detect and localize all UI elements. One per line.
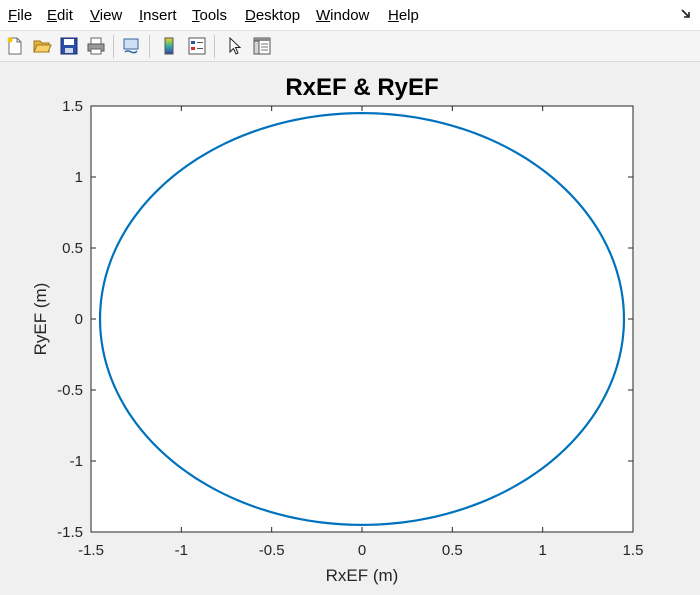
menu-insert[interactable]: Insert [139, 7, 177, 24]
x-tick-label: -1.5 [78, 542, 104, 559]
toolbar [0, 31, 700, 62]
menu-window[interactable]: Window [316, 7, 370, 24]
colorbar-icon[interactable] [158, 35, 180, 57]
x-tick-label: 0 [358, 542, 366, 559]
tick-labels: -1.5 -1 -0.5 0 0.5 1 1.5 -1.5 -1 -0.5 0 0.5 1 1.5 [57, 98, 643, 559]
menu-tools[interactable]: Tools [192, 7, 228, 24]
legend-icon[interactable] [186, 35, 208, 57]
menu-bar: File Edit View Insert Tools Desktop Wind… [0, 0, 700, 31]
menu-help[interactable]: Help [388, 7, 419, 24]
figure-canvas: -1.5 -1 -0.5 0 0.5 1 1.5 -1.5 -1 -0.5 0 0.5 1 1.5 RxE… [0, 62, 700, 590]
toolbar-separator [214, 35, 215, 58]
y-tick-label: -1 [70, 453, 83, 470]
x-tick-label: -0.5 [259, 542, 285, 559]
y-tick-label: 1.5 [62, 98, 83, 115]
axes-box [90, 105, 634, 533]
chart-title: RxEF & RyEF [285, 74, 438, 101]
pointer-icon[interactable] [224, 35, 246, 57]
dock-arrow-icon[interactable] [680, 8, 692, 23]
menu-file[interactable]: File [8, 7, 33, 24]
series-curve [98, 111, 626, 527]
x-tick-label: 1.5 [623, 542, 644, 559]
y-tick-label: -0.5 [57, 382, 83, 399]
y-tick-label: 0 [75, 311, 83, 328]
link-plot-icon[interactable] [120, 35, 142, 57]
save-icon[interactable] [58, 35, 80, 57]
print-icon[interactable] [85, 35, 107, 57]
plot-svg: -1.5 -1 -0.5 0 0.5 1 1.5 -1.5 -1 -0.5 0 0.5 1 1.5 RxE… [31, 74, 643, 585]
x-tick-label: 0.5 [442, 542, 463, 559]
property-inspector-icon[interactable] [251, 35, 273, 57]
axes-background[interactable] [91, 106, 633, 532]
open-file-icon[interactable] [31, 35, 53, 57]
y-tick-label: 1 [75, 169, 83, 186]
x-axis-label: RxEF (m) [326, 566, 399, 585]
menu-desktop[interactable]: Desktop [245, 7, 301, 24]
x-tick-label: 1 [538, 542, 546, 559]
new-figure-icon[interactable] [4, 35, 26, 57]
toolbar-separator [113, 35, 114, 58]
x-tick-label: -1 [175, 542, 188, 559]
menu-view[interactable]: View [90, 7, 123, 24]
y-axis-label: RyEF (m) [31, 283, 50, 356]
y-tick-label: 0.5 [62, 240, 83, 257]
menu-edit[interactable]: Edit [47, 7, 73, 24]
y-tick-label: -1.5 [57, 524, 83, 541]
toolbar-separator [149, 35, 150, 58]
